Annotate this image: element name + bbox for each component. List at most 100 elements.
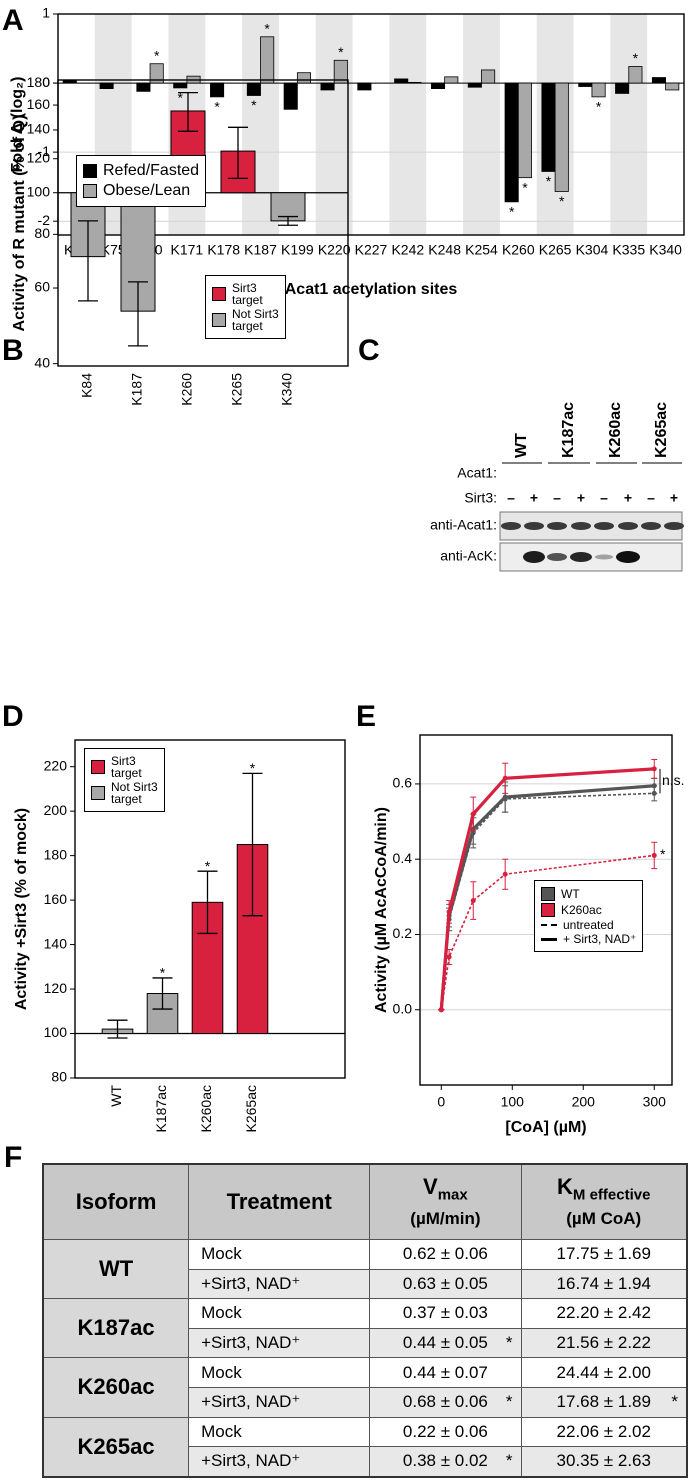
bar <box>357 82 372 91</box>
x-tick-label: 100 <box>501 1094 525 1110</box>
band <box>547 522 567 530</box>
bar <box>504 82 519 203</box>
bar <box>628 66 643 84</box>
blot-bands <box>523 551 640 563</box>
legend-swatch <box>541 887 555 901</box>
bar <box>320 82 335 91</box>
header-cell: Isoform <box>42 1163 190 1240</box>
significance-mark: * <box>154 47 160 63</box>
bar <box>99 82 114 89</box>
plot-frame <box>74 739 346 1079</box>
treatment-cell: +Sirt3, NAD⁺ <box>188 1386 371 1418</box>
legend-swatch <box>212 313 226 327</box>
header-cell: Treatment <box>188 1163 371 1240</box>
legend-entry: + Sirt3, NAD⁺ <box>541 933 636 945</box>
bar <box>283 82 298 110</box>
legend-label: Refed/Fasted <box>103 162 200 179</box>
legend-entry: WT <box>541 887 636 901</box>
x-tick-label: K178 <box>207 242 240 258</box>
treatment-cell: +Sirt3, NAD⁺ <box>188 1327 371 1359</box>
bar <box>173 82 188 89</box>
y-tick-label: 80 <box>34 225 50 241</box>
y-tick-label: 140 <box>44 935 68 951</box>
header-unit: (µM/min) <box>410 1208 481 1228</box>
vmax-value: 0.38 ± 0.02 <box>402 1451 488 1471</box>
vmax-value: 0.37 ± 0.03 <box>402 1303 488 1323</box>
vmax-cell: 0.22 ± 0.06 <box>369 1416 522 1448</box>
km-cell: 17.68 ± 1.89 * <box>520 1386 688 1418</box>
kinetics-table: Isoform Treatment Vmax (µM/min) KM effective… <box>42 1163 688 1478</box>
legend-swatch <box>83 164 97 178</box>
significance-mark: * <box>505 1333 513 1353</box>
bar <box>407 81 422 84</box>
point <box>502 794 508 800</box>
vmax-value: 0.68 ± 0.06 <box>402 1392 488 1412</box>
legend-label: Sirt3 target <box>111 754 142 780</box>
x-tick-label: K260ac <box>198 1085 214 1132</box>
x-tick-label: K260 <box>179 373 195 406</box>
x-axis-title: [CoA] (µM) <box>505 1119 586 1136</box>
y-axis-title: Activity of R mutant (% of Q) <box>11 115 28 332</box>
x-tick-label: 200 <box>572 1094 596 1110</box>
legend-label: + Sirt3, NAD⁺ <box>563 932 637 946</box>
bar <box>149 63 164 84</box>
panel-label: A <box>2 4 24 37</box>
treatment-cell: Mock <box>188 1357 371 1388</box>
point <box>651 766 657 772</box>
header-row: Isoform Treatment Vmax (µM/min) KM effective… <box>42 1163 688 1240</box>
lane-label: Acat1: <box>457 465 497 481</box>
bar <box>246 82 261 96</box>
legend-entry: Obese/Lean <box>83 182 199 200</box>
point <box>470 811 476 817</box>
band <box>594 522 614 530</box>
bar <box>430 82 446 89</box>
legend-entry: untreated <box>541 919 636 931</box>
bar <box>444 76 459 84</box>
legend: Refed/Fasted Obese/Lean <box>76 155 207 207</box>
y-tick-label: 220 <box>44 757 68 773</box>
vmax-value: 0.62 ± 0.06 <box>402 1244 488 1264</box>
point <box>446 954 452 960</box>
panel-label: C <box>358 334 380 367</box>
legend-entry: Sirt3 target <box>91 755 158 779</box>
y-axis-title: Fold Δ (log₂) <box>9 77 26 173</box>
table-row: +Sirt3, NAD⁺ 0.63 ± 0.05 16.74 ± 1.94 <box>43 1268 688 1300</box>
significance-mark: * <box>205 858 211 874</box>
x-tick-label: K340 <box>649 242 682 258</box>
x-tick-label: K254 <box>465 242 498 258</box>
x-tick-label: WT <box>108 1085 124 1107</box>
plot-frame <box>57 79 349 367</box>
bar <box>394 78 409 84</box>
band <box>524 522 544 530</box>
x-tick-label: K75 <box>101 242 126 258</box>
y-axis-title: Activity +Sirt3 (% of mock) <box>13 808 30 1010</box>
x-tick-label: K335 <box>612 242 645 258</box>
y-tick-label: 80 <box>51 1069 67 1085</box>
bar <box>210 82 225 98</box>
legend-swatch <box>212 287 226 301</box>
significance-mark: * <box>596 99 602 115</box>
significance-mark: * <box>522 179 528 195</box>
km-cell: 24.44 ± 2.00 <box>520 1357 688 1388</box>
km-cell: 16.74 ± 1.94 <box>520 1268 688 1300</box>
bar <box>615 82 630 94</box>
band <box>501 522 521 530</box>
x-tick-label: 0 <box>437 1094 445 1110</box>
y-tick-label: 160 <box>44 891 68 907</box>
km-value: 16.74 ± 1.94 <box>556 1273 651 1293</box>
bar <box>467 82 482 88</box>
table-row: K187ac Mock 0.37 ± 0.03 22.20 ± 2.42 <box>42 1298 688 1359</box>
point <box>446 909 452 915</box>
header-text: K <box>557 1174 573 1200</box>
y-tick-label: 0.2 <box>393 925 413 941</box>
bar <box>651 77 666 84</box>
x-tick-label: K260 <box>502 242 535 258</box>
line-series <box>440 854 655 1010</box>
treatment-cell: +Sirt3, NAD⁺ <box>188 1268 371 1300</box>
vmax-value: 0.63 ± 0.05 <box>402 1273 488 1293</box>
significance-mark: * <box>251 97 257 113</box>
legend-entry: Sirt3 target <box>212 282 279 306</box>
header-cell: Vmax (µM/min) <box>369 1163 522 1240</box>
km-cell: 30.35 ± 2.63 <box>520 1446 688 1478</box>
significance-mark: * <box>160 965 166 981</box>
